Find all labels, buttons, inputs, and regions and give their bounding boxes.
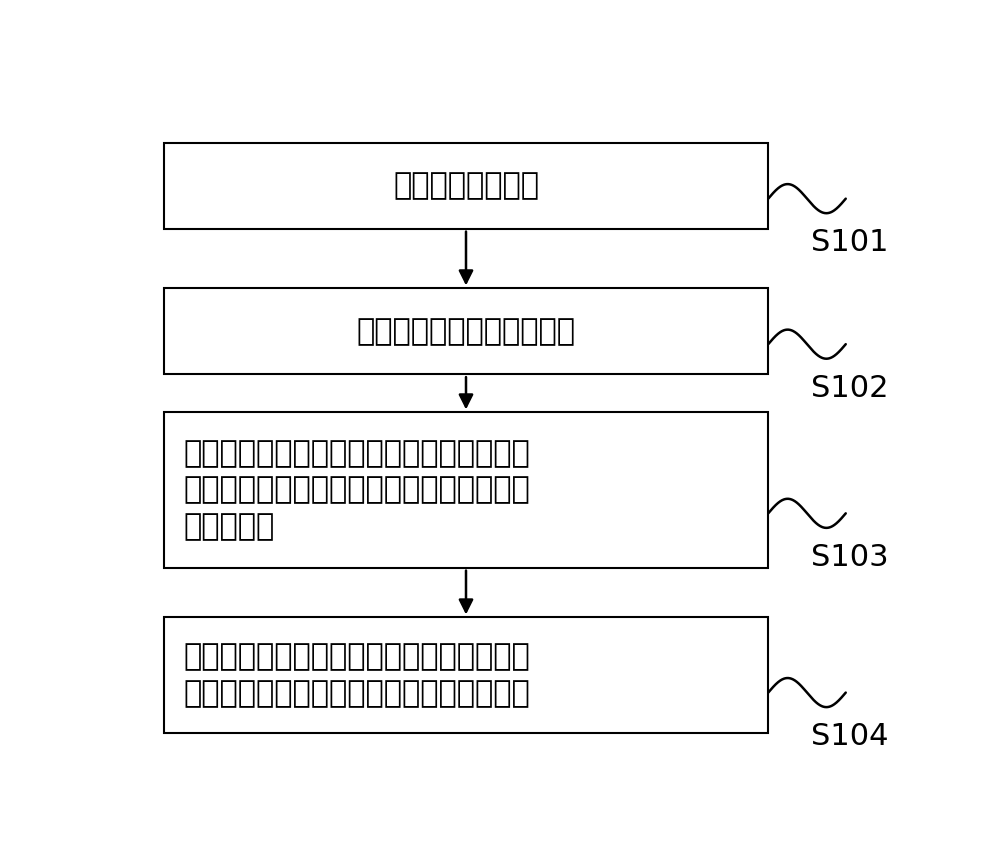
Text: 获取冷凝器的外管温度信息: 获取冷凝器的外管温度信息: [356, 317, 576, 346]
Text: 若需要控制空调进入化霜模式，依据神经网: 若需要控制空调进入化霜模式，依据神经网: [183, 643, 530, 672]
Text: S103: S103: [811, 543, 889, 572]
Text: S104: S104: [811, 722, 888, 752]
Bar: [164, 289, 768, 375]
Bar: [164, 412, 768, 568]
Bar: [164, 143, 768, 228]
Text: S102: S102: [811, 374, 888, 403]
Text: 将室外环境信息和外管温度信息输入神经网: 将室外环境信息和外管温度信息输入神经网: [183, 439, 530, 468]
Text: S101: S101: [811, 228, 888, 258]
Text: 获取室外环境信息: 获取室外环境信息: [393, 171, 539, 200]
Text: 入化霜模式: 入化霜模式: [183, 512, 274, 541]
Bar: [164, 618, 768, 733]
Text: 络模型输出的化霜时长对空调进行化霜控制: 络模型输出的化霜时长对空调进行化霜控制: [183, 679, 530, 708]
Text: 络模型进行计算，判断是否需要控制空调进: 络模型进行计算，判断是否需要控制空调进: [183, 476, 530, 504]
